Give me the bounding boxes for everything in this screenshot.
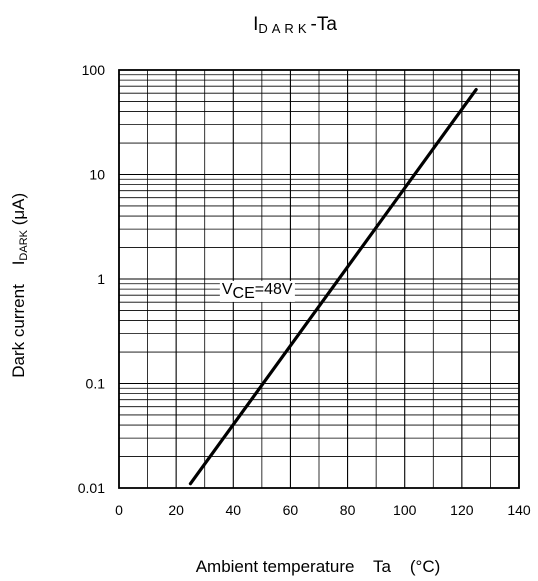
- y-axis-label-suffix: (μA): [9, 193, 28, 230]
- x-tick-label: 140: [507, 502, 531, 518]
- y-tick-label: 0.1: [86, 376, 106, 392]
- chart-title: IDARK-Ta: [253, 14, 337, 36]
- y-axis-label-subscript: DARK: [18, 229, 30, 260]
- x-tick-label: 100: [393, 502, 417, 518]
- annotation-main: V: [222, 281, 233, 298]
- chart-title-suffix: -Ta: [311, 14, 338, 35]
- y-axis-label: Dark current IDARK (μA): [9, 179, 30, 402]
- x-tick-label: 20: [168, 502, 184, 518]
- y-tick-label: 1: [97, 271, 105, 287]
- series-layer: [188, 87, 478, 486]
- x-tick-label: 40: [225, 502, 241, 518]
- annotation-vce: VCE=48V: [219, 280, 295, 302]
- x-tick-labels: 0 20 40 60 80 100 120 140: [115, 502, 531, 518]
- plot-frame: [118, 69, 520, 489]
- y-tick-labels: 0.01 0.1 1 10 100: [78, 62, 105, 496]
- annotation-subscript: CE: [233, 285, 255, 302]
- x-axis-label: Ambient temperature Ta (°C): [196, 557, 441, 576]
- chart-title-subscript: DARK: [258, 21, 310, 36]
- chart-title-main: I: [253, 14, 258, 35]
- x-tick-label: 120: [450, 502, 474, 518]
- y-tick-label: 0.01: [78, 480, 105, 496]
- y-tick-label: 10: [89, 167, 105, 183]
- annotation-label: VCE=48V: [222, 281, 293, 302]
- x-tick-label: 60: [283, 502, 299, 518]
- minor-gridlines: [119, 70, 519, 488]
- annotation-suffix: =48V: [255, 281, 293, 298]
- y-tick-label: 100: [82, 62, 106, 78]
- x-tick-label: 80: [340, 502, 356, 518]
- x-tick-label: 0: [115, 502, 123, 518]
- annotation-background: [219, 280, 295, 302]
- series-line: [188, 87, 478, 486]
- y-axis-label-prefix: Dark current I: [9, 261, 28, 378]
